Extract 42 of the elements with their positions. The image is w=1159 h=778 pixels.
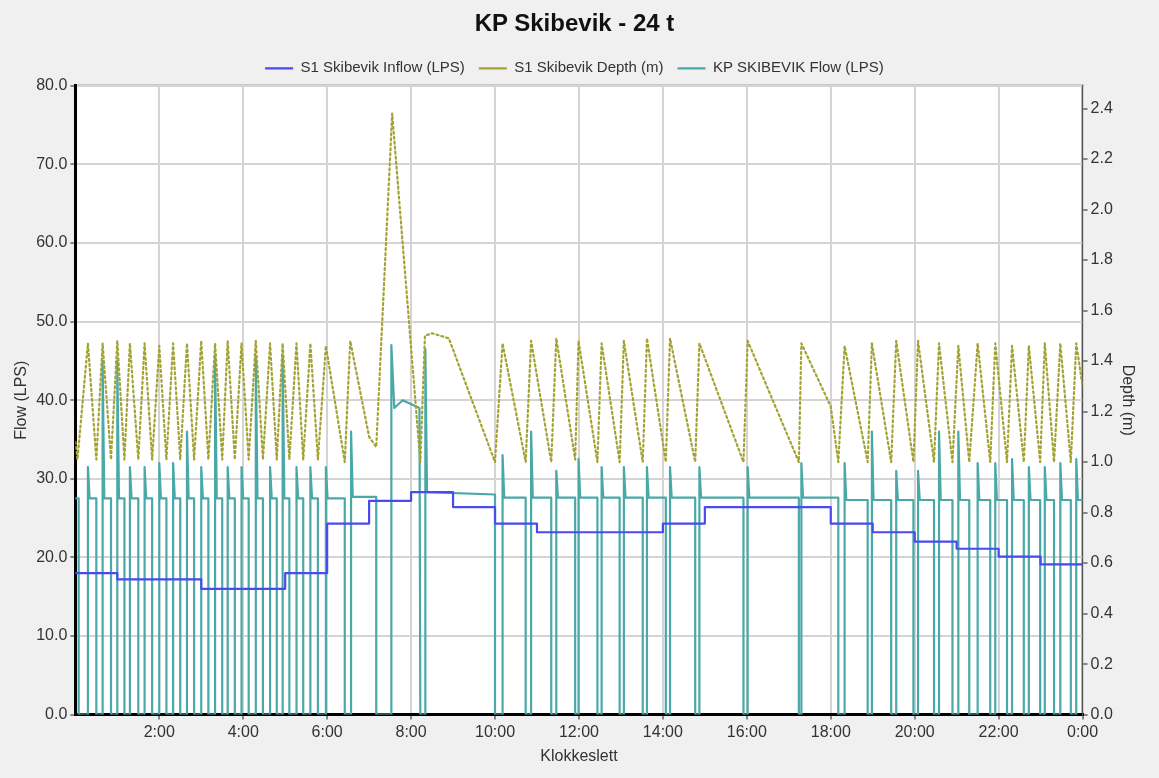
x-tick-label: 8:00 — [395, 722, 427, 740]
x-tick-label: 18:00 — [810, 722, 851, 740]
y2-tick-label: 2.0 — [1090, 199, 1113, 217]
x-tick-label: 22:00 — [978, 722, 1019, 740]
y2-tick-label: 1.0 — [1090, 452, 1113, 470]
y-tick-label: 20.0 — [36, 547, 68, 565]
y-tick-label: 60.0 — [36, 233, 68, 251]
x-tick-label: 14:00 — [642, 722, 683, 740]
y2-tick-label: 2.4 — [1090, 98, 1113, 116]
x-tick-label: 0:00 — [1066, 722, 1099, 740]
x-tick-label: 16:00 — [726, 722, 767, 740]
y2-tick-label: 0.6 — [1090, 553, 1113, 571]
y-tick-label: 0.0 — [45, 705, 68, 723]
x-tick-label: 12:00 — [558, 722, 600, 740]
y-tick-label: 50.0 — [36, 312, 68, 330]
y-axis-title: Flow (LPS) — [12, 360, 30, 440]
legend-label: S1 Skibevik Depth (m) — [514, 58, 664, 76]
chart-title: KP Skibevik - 24 t — [474, 9, 675, 37]
y2-tick-label: 0.8 — [1090, 502, 1113, 520]
y2-tick-label: 1.2 — [1090, 401, 1113, 419]
line-series — [75, 112, 1083, 464]
x-tick-label: 20:00 — [894, 722, 935, 740]
y-tick-label: 10.0 — [36, 626, 68, 644]
legend-label: KP SKIBEVIK Flow (LPS) — [713, 58, 884, 76]
y2-tick-label: 2.2 — [1090, 149, 1113, 167]
y-tick-label: 30.0 — [36, 469, 68, 487]
legend-label: S1 Skibevik Inflow (LPS) — [300, 58, 465, 76]
y-tick-label: 70.0 — [36, 154, 68, 172]
y2-tick-label: 0.0 — [1090, 705, 1113, 723]
y2-tick-label: 0.4 — [1090, 603, 1113, 621]
y-tick-label: 80.0 — [36, 76, 68, 94]
x-tick-label: 2:00 — [143, 722, 175, 740]
y-tick-label: 40.0 — [36, 390, 68, 408]
x-axis-title: Klokkeslett — [540, 746, 619, 764]
y2-tick-label: 1.4 — [1090, 351, 1113, 369]
x-tick-label: 4:00 — [227, 722, 259, 740]
y2-tick-label: 1.6 — [1090, 300, 1113, 318]
y2-tick-label: 0.2 — [1090, 654, 1113, 672]
y2-axis-title: Depth (m) — [1119, 364, 1137, 436]
y2-tick-label: 1.8 — [1090, 250, 1113, 268]
x-tick-label: 10:00 — [474, 722, 516, 740]
x-tick-label: 6:00 — [311, 722, 343, 740]
